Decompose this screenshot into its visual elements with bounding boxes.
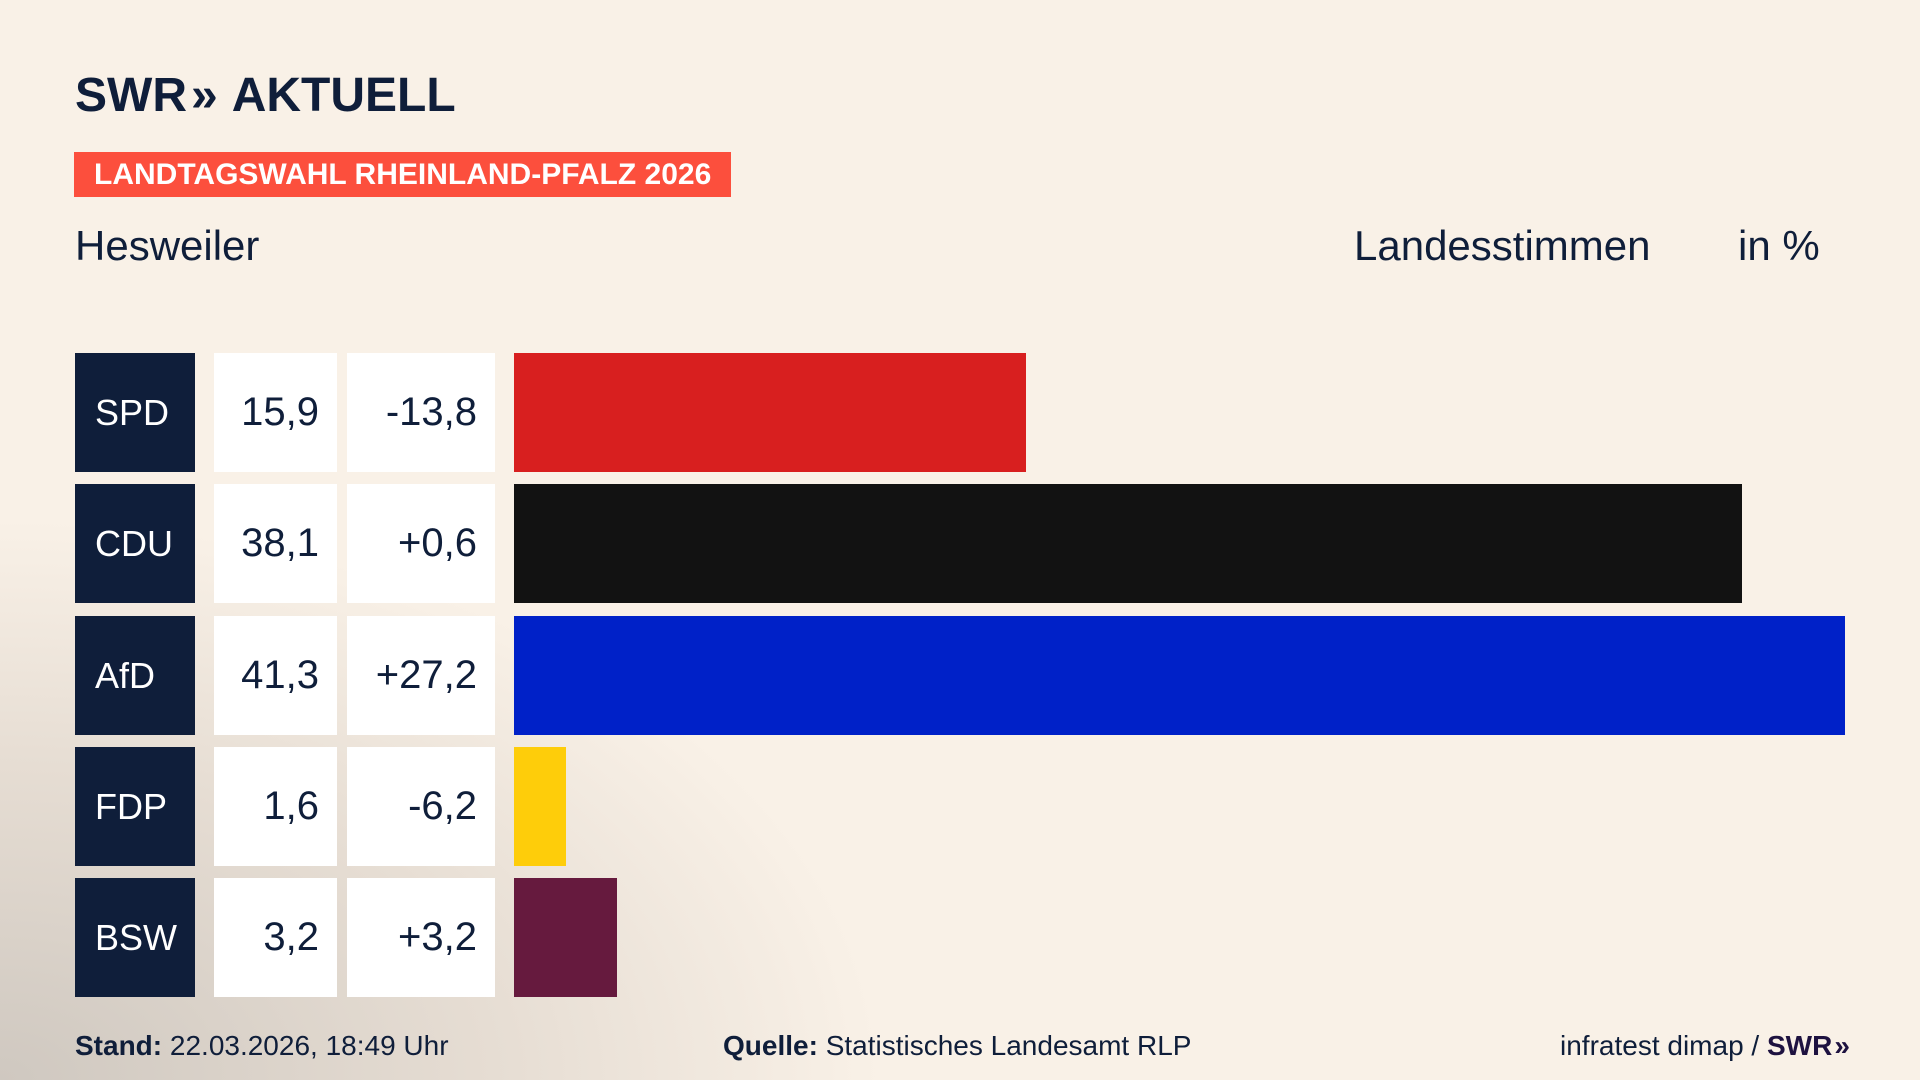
measure-label: Landesstimmen	[1354, 222, 1651, 269]
source-value: Statistisches Landesamt RLP	[825, 1030, 1192, 1061]
vote-change: -6,2	[347, 746, 495, 866]
logo-brand: SWR	[75, 69, 187, 122]
place-name: Hesweiler	[75, 222, 260, 269]
stand-label: Stand:	[75, 1030, 163, 1061]
bar-bsw	[514, 878, 618, 998]
bar-spd	[514, 353, 1027, 472]
credit: infratest dimap / SWR»	[1560, 1030, 1850, 1062]
vote-share: 15,9	[214, 353, 337, 472]
vote-share: 1,6	[214, 746, 337, 866]
vote-share: 41,3	[214, 615, 337, 735]
logo-product: AKTUELL	[231, 69, 456, 122]
timestamp: Stand: 22.03.2026, 18:49 Uhr	[75, 1030, 449, 1062]
vote-change: +0,6	[347, 484, 495, 604]
vote-change: +3,2	[347, 878, 495, 998]
vote-change: +27,2	[347, 615, 495, 735]
stand-value: 22.03.2026, 18:49 Uhr	[169, 1030, 449, 1061]
source-label: Quelle:	[723, 1030, 818, 1061]
swr-aktuell-logo: SWR » AKTUELL	[75, 68, 456, 123]
party-label: CDU	[75, 484, 195, 604]
vote-share: 3,2	[214, 878, 337, 998]
source: Quelle: Statistisches Landesamt RLP	[723, 1030, 1191, 1062]
bar-fdp	[514, 746, 566, 866]
bar-afd	[514, 615, 1845, 735]
bar-cdu	[514, 484, 1742, 604]
chevron-icon: »	[1834, 1030, 1850, 1061]
party-label: SPD	[75, 353, 195, 472]
election-banner: LANDTAGSWAHL RHEINLAND-PFALZ 2026	[74, 152, 732, 197]
party-label: FDP	[75, 746, 195, 866]
vote-share: 38,1	[214, 484, 337, 604]
unit-label: in %	[1738, 222, 1820, 269]
chevron-icon: »	[190, 69, 218, 122]
credit-text: infratest dimap /	[1560, 1030, 1760, 1061]
party-label: BSW	[75, 878, 195, 998]
vote-change: -13,8	[347, 353, 495, 472]
swr-logo-small: SWR	[1766, 1030, 1833, 1061]
party-label: AfD	[75, 615, 195, 735]
